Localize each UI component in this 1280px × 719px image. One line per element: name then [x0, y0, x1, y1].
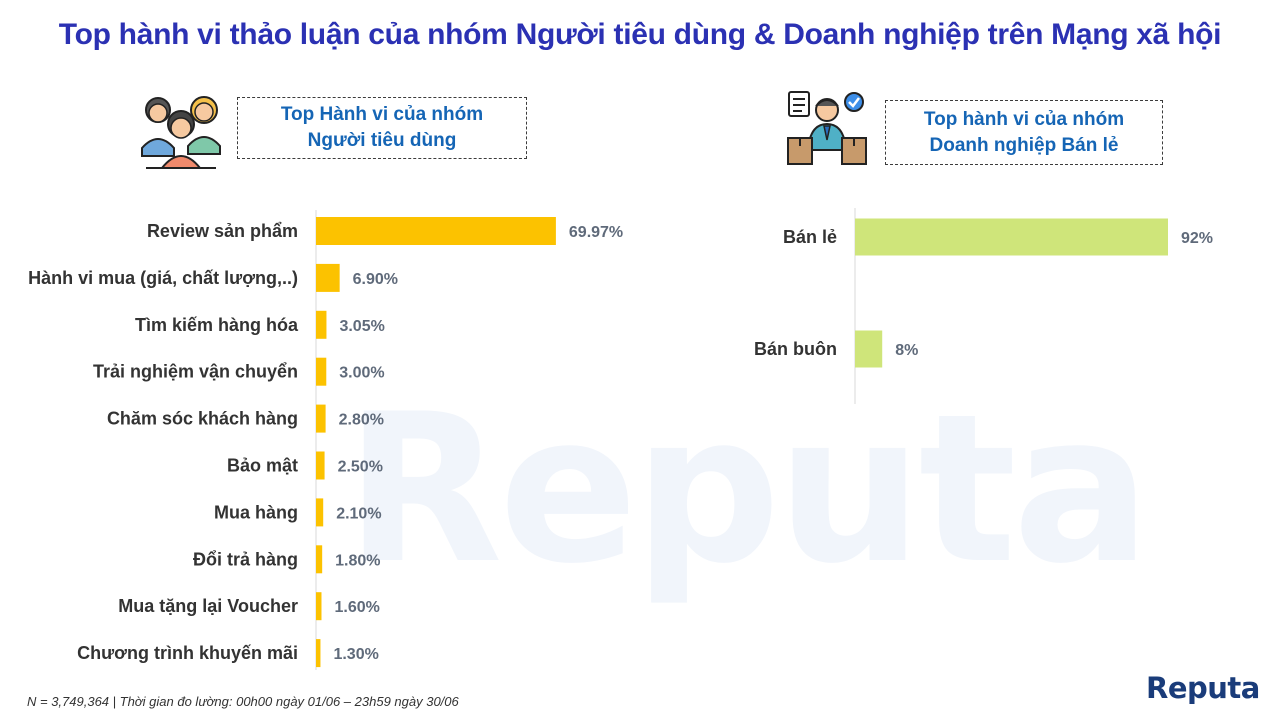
value-label: 2.50% [338, 459, 383, 476]
category-label: Hành vi mua (giá, chất lượng,..) [28, 268, 298, 288]
bar [316, 498, 324, 527]
category-label: Bán buôn [754, 339, 837, 359]
value-label: 1.80% [335, 552, 380, 569]
left-panel-heading: Top Hành vi của nhóm Người tiêu dùng [237, 97, 527, 159]
value-label: 1.60% [334, 599, 379, 616]
category-label: Trải nghiệm vận chuyển [93, 362, 298, 382]
right-panel-heading-line1: Top hành vi của nhóm [923, 108, 1125, 130]
value-label: 69.97% [569, 224, 623, 241]
value-label: 2.10% [336, 505, 381, 522]
bar [855, 330, 883, 368]
value-label: 2.80% [339, 412, 384, 429]
category-label: Đổi trả hàng [193, 549, 298, 569]
value-label: 3.05% [339, 318, 384, 335]
bar [316, 357, 327, 386]
category-label: Review sản phẩm [147, 221, 298, 241]
left-panel-heading-line2: Người tiêu dùng [307, 130, 457, 151]
left-panel-heading-line1: Top Hành vi của nhóm [280, 104, 484, 125]
bar [316, 451, 325, 480]
reputa-logo: Reputa [1146, 671, 1260, 705]
category-label: Chăm sóc khách hàng [107, 409, 298, 429]
footnote: N = 3,749,364 | Thời gian đo lường: 00h0… [27, 694, 459, 709]
category-label: Bảo mật [227, 456, 298, 476]
bar [316, 310, 327, 339]
value-label: 1.30% [333, 646, 378, 663]
retail-business-icon [787, 91, 867, 165]
bar [316, 592, 322, 621]
bar [316, 404, 326, 433]
bar [316, 639, 321, 668]
value-label: 3.00% [339, 365, 384, 382]
value-label: 92% [1181, 230, 1213, 247]
bar [316, 263, 340, 292]
bar [316, 545, 323, 574]
bar [316, 217, 556, 245]
value-label: 6.90% [353, 271, 398, 288]
category-label: Tìm kiếm hàng hóa [135, 315, 299, 335]
right-panel-heading-line2: Doanh nghiệp Bán lẻ [929, 134, 1119, 156]
value-label: 8% [895, 342, 918, 359]
consumer-group-icon [141, 96, 221, 169]
category-label: Mua tặng lại Voucher [118, 596, 298, 616]
category-label: Bán lẻ [783, 227, 837, 247]
bar [855, 218, 1168, 256]
category-label: Mua hàng [214, 502, 298, 522]
right-panel-heading: Top hành vi của nhóm Doanh nghiệp Bán lẻ [885, 100, 1163, 165]
page-title: Top hành vi thảo luận của nhóm Người tiê… [58, 18, 1222, 51]
category-label: Chương trình khuyến mãi [77, 643, 298, 663]
